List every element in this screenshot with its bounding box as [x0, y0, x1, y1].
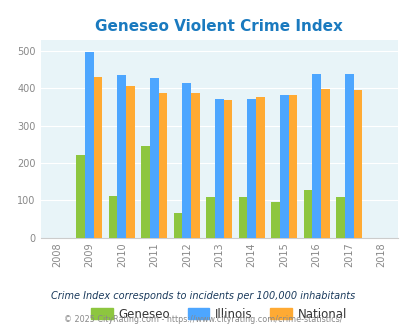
Bar: [149, 78, 158, 238]
Bar: [335, 196, 344, 238]
Bar: [206, 196, 214, 238]
Bar: [238, 196, 247, 238]
Bar: [191, 93, 199, 238]
Legend: Geneseo, Illinois, National: Geneseo, Illinois, National: [87, 303, 351, 325]
Bar: [344, 74, 353, 238]
Bar: [182, 83, 191, 238]
Bar: [247, 99, 256, 238]
Bar: [158, 93, 167, 238]
Bar: [117, 75, 126, 238]
Bar: [353, 90, 361, 238]
Bar: [94, 77, 102, 238]
Bar: [311, 74, 320, 238]
Title: Geneseo Violent Crime Index: Geneseo Violent Crime Index: [95, 19, 342, 34]
Bar: [109, 196, 117, 238]
Bar: [303, 190, 311, 238]
Bar: [223, 100, 232, 238]
Bar: [85, 51, 94, 238]
Bar: [288, 94, 296, 238]
Bar: [320, 89, 329, 238]
Bar: [141, 146, 149, 238]
Text: Crime Index corresponds to incidents per 100,000 inhabitants: Crime Index corresponds to incidents per…: [51, 291, 354, 301]
Bar: [279, 94, 288, 238]
Bar: [214, 99, 223, 238]
Bar: [126, 86, 134, 238]
Bar: [76, 155, 85, 238]
Bar: [271, 202, 279, 238]
Bar: [256, 97, 264, 238]
Bar: [173, 213, 182, 238]
Text: © 2025 CityRating.com - https://www.cityrating.com/crime-statistics/: © 2025 CityRating.com - https://www.city…: [64, 315, 341, 324]
